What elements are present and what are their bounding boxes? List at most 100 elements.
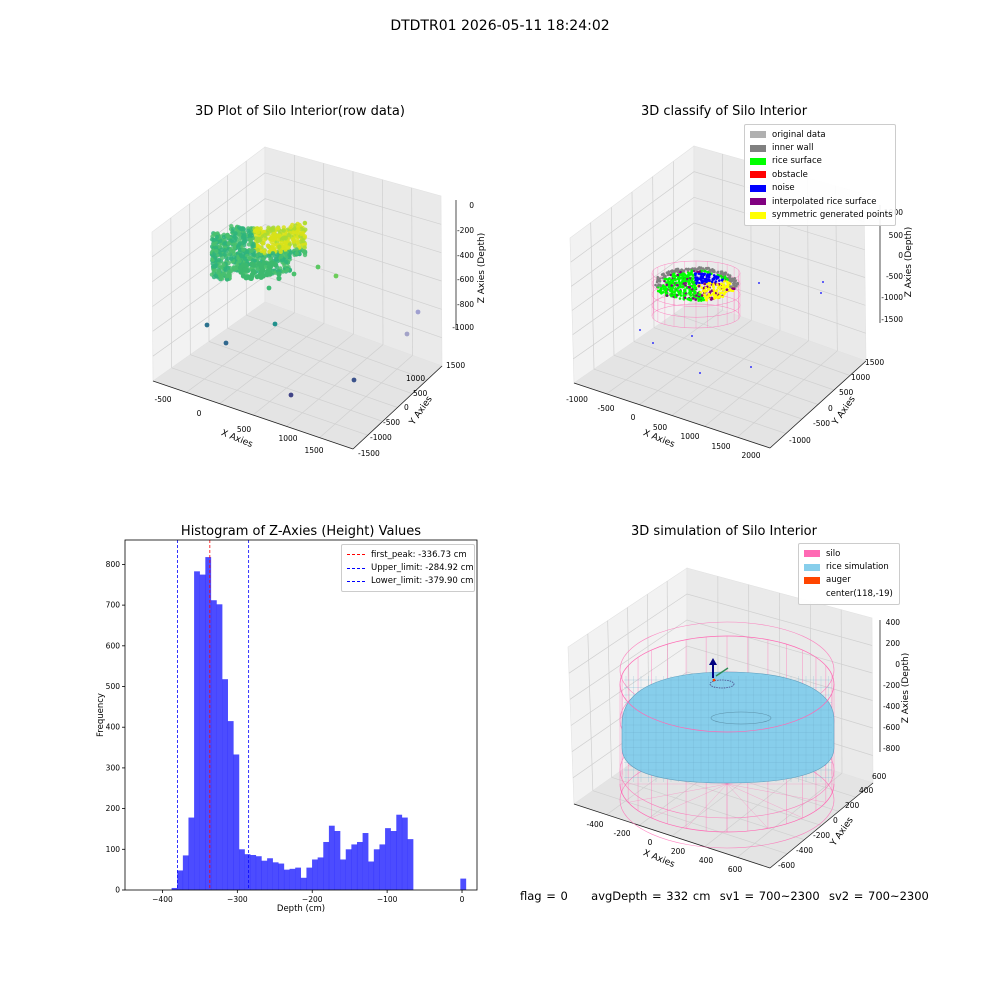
x-tick-label: -200 — [613, 829, 630, 838]
histogram-bar — [368, 861, 375, 890]
histogram-bar — [340, 859, 346, 890]
data-point — [731, 289, 735, 293]
data-point — [239, 254, 244, 259]
data-point — [223, 241, 228, 246]
x-tick-label: 0 — [197, 409, 202, 418]
x-tick-label: 1000 — [278, 434, 297, 443]
data-point — [404, 331, 410, 337]
x-tick-label: −400 — [152, 895, 173, 904]
data-point — [670, 284, 673, 287]
legend-item: silo — [804, 547, 894, 560]
histogram-bar — [182, 855, 189, 890]
data-point — [672, 270, 676, 273]
x-tick-label: 0 — [631, 413, 636, 422]
y-tick-label: -1500 — [358, 449, 380, 458]
data-point — [694, 278, 697, 282]
data-point — [694, 298, 697, 301]
noise-point — [639, 329, 641, 331]
data-point — [275, 237, 280, 242]
legend-item: obstacle — [750, 168, 890, 181]
data-point — [249, 261, 255, 267]
data-point — [297, 248, 303, 254]
x-tick-label: −300 — [227, 895, 248, 904]
y-tick-label: 100 — [106, 845, 121, 854]
data-point — [720, 286, 724, 289]
y-tick-label: -1000 — [370, 433, 392, 442]
z-tick-label: 500 — [889, 231, 904, 240]
z-tick-label: -200 — [883, 681, 900, 690]
data-point — [669, 273, 672, 277]
histogram-bar — [362, 833, 369, 890]
data-point — [262, 237, 267, 243]
data-point — [710, 280, 714, 284]
data-point — [683, 290, 686, 293]
silo-floor-spoke — [726, 783, 803, 819]
data-point — [694, 286, 698, 290]
histogram-bar — [227, 721, 234, 890]
legend-item: symmetric generated points — [750, 208, 893, 221]
histogram-bar — [283, 869, 290, 890]
data-point — [708, 284, 711, 288]
data-point — [241, 234, 247, 239]
data-point — [705, 280, 708, 284]
data-point — [701, 277, 705, 280]
data-point — [733, 277, 736, 280]
y-tick-label: 1500 — [865, 358, 884, 367]
data-point — [734, 285, 737, 288]
histogram-bar — [239, 849, 245, 890]
x-tick-label: -500 — [154, 395, 171, 404]
data-point — [709, 270, 712, 273]
data-point — [725, 288, 729, 292]
data-point — [678, 297, 682, 300]
data-point — [728, 276, 732, 280]
grid-line — [840, 609, 843, 774]
data-point — [291, 271, 297, 277]
data-point — [715, 275, 718, 278]
legend-swatch — [750, 198, 766, 206]
data-point — [281, 225, 286, 230]
figure-title: DTDTR01 2026-05-11 18:24:02 — [390, 18, 610, 34]
data-point — [713, 270, 716, 274]
x-tick-label: -400 — [586, 820, 603, 829]
y-tick-label: 1500 — [446, 361, 465, 370]
data-point — [251, 252, 257, 258]
data-point — [269, 239, 274, 244]
z-tick-label: -400 — [883, 702, 900, 711]
data-point — [692, 297, 695, 300]
data-point — [213, 273, 219, 278]
legend-label: center(118,-19) — [826, 588, 893, 599]
data-point — [292, 226, 297, 231]
data-point — [687, 278, 691, 282]
data-point — [266, 264, 273, 270]
flag-text: flag = 0 — [520, 889, 568, 903]
data-point — [680, 272, 684, 276]
x-tick-label: 500 — [653, 423, 668, 432]
data-point — [720, 291, 724, 295]
data-point — [722, 280, 726, 283]
data-point — [273, 254, 278, 259]
y-tick-label: 1000 — [851, 373, 870, 382]
data-point — [714, 280, 718, 283]
data-point — [263, 264, 269, 270]
data-point — [716, 271, 719, 274]
data-point — [315, 264, 321, 270]
data-point — [726, 273, 730, 277]
x-axis-line — [573, 803, 771, 869]
histogram-bar — [261, 860, 268, 890]
data-point — [697, 277, 700, 281]
data-point — [673, 284, 676, 287]
legend-line — [347, 567, 365, 569]
histogram-bar — [210, 600, 217, 890]
legend-swatch — [804, 576, 820, 584]
data-point — [729, 285, 732, 288]
data-point — [221, 262, 226, 268]
data-point — [243, 267, 249, 273]
x-axis-line — [573, 382, 771, 449]
data-point — [236, 245, 241, 250]
data-point — [683, 273, 687, 277]
data-point — [691, 277, 694, 281]
data-point — [249, 272, 255, 278]
data-point — [671, 273, 675, 276]
data-point — [712, 288, 715, 291]
legend-swatch — [804, 590, 820, 597]
